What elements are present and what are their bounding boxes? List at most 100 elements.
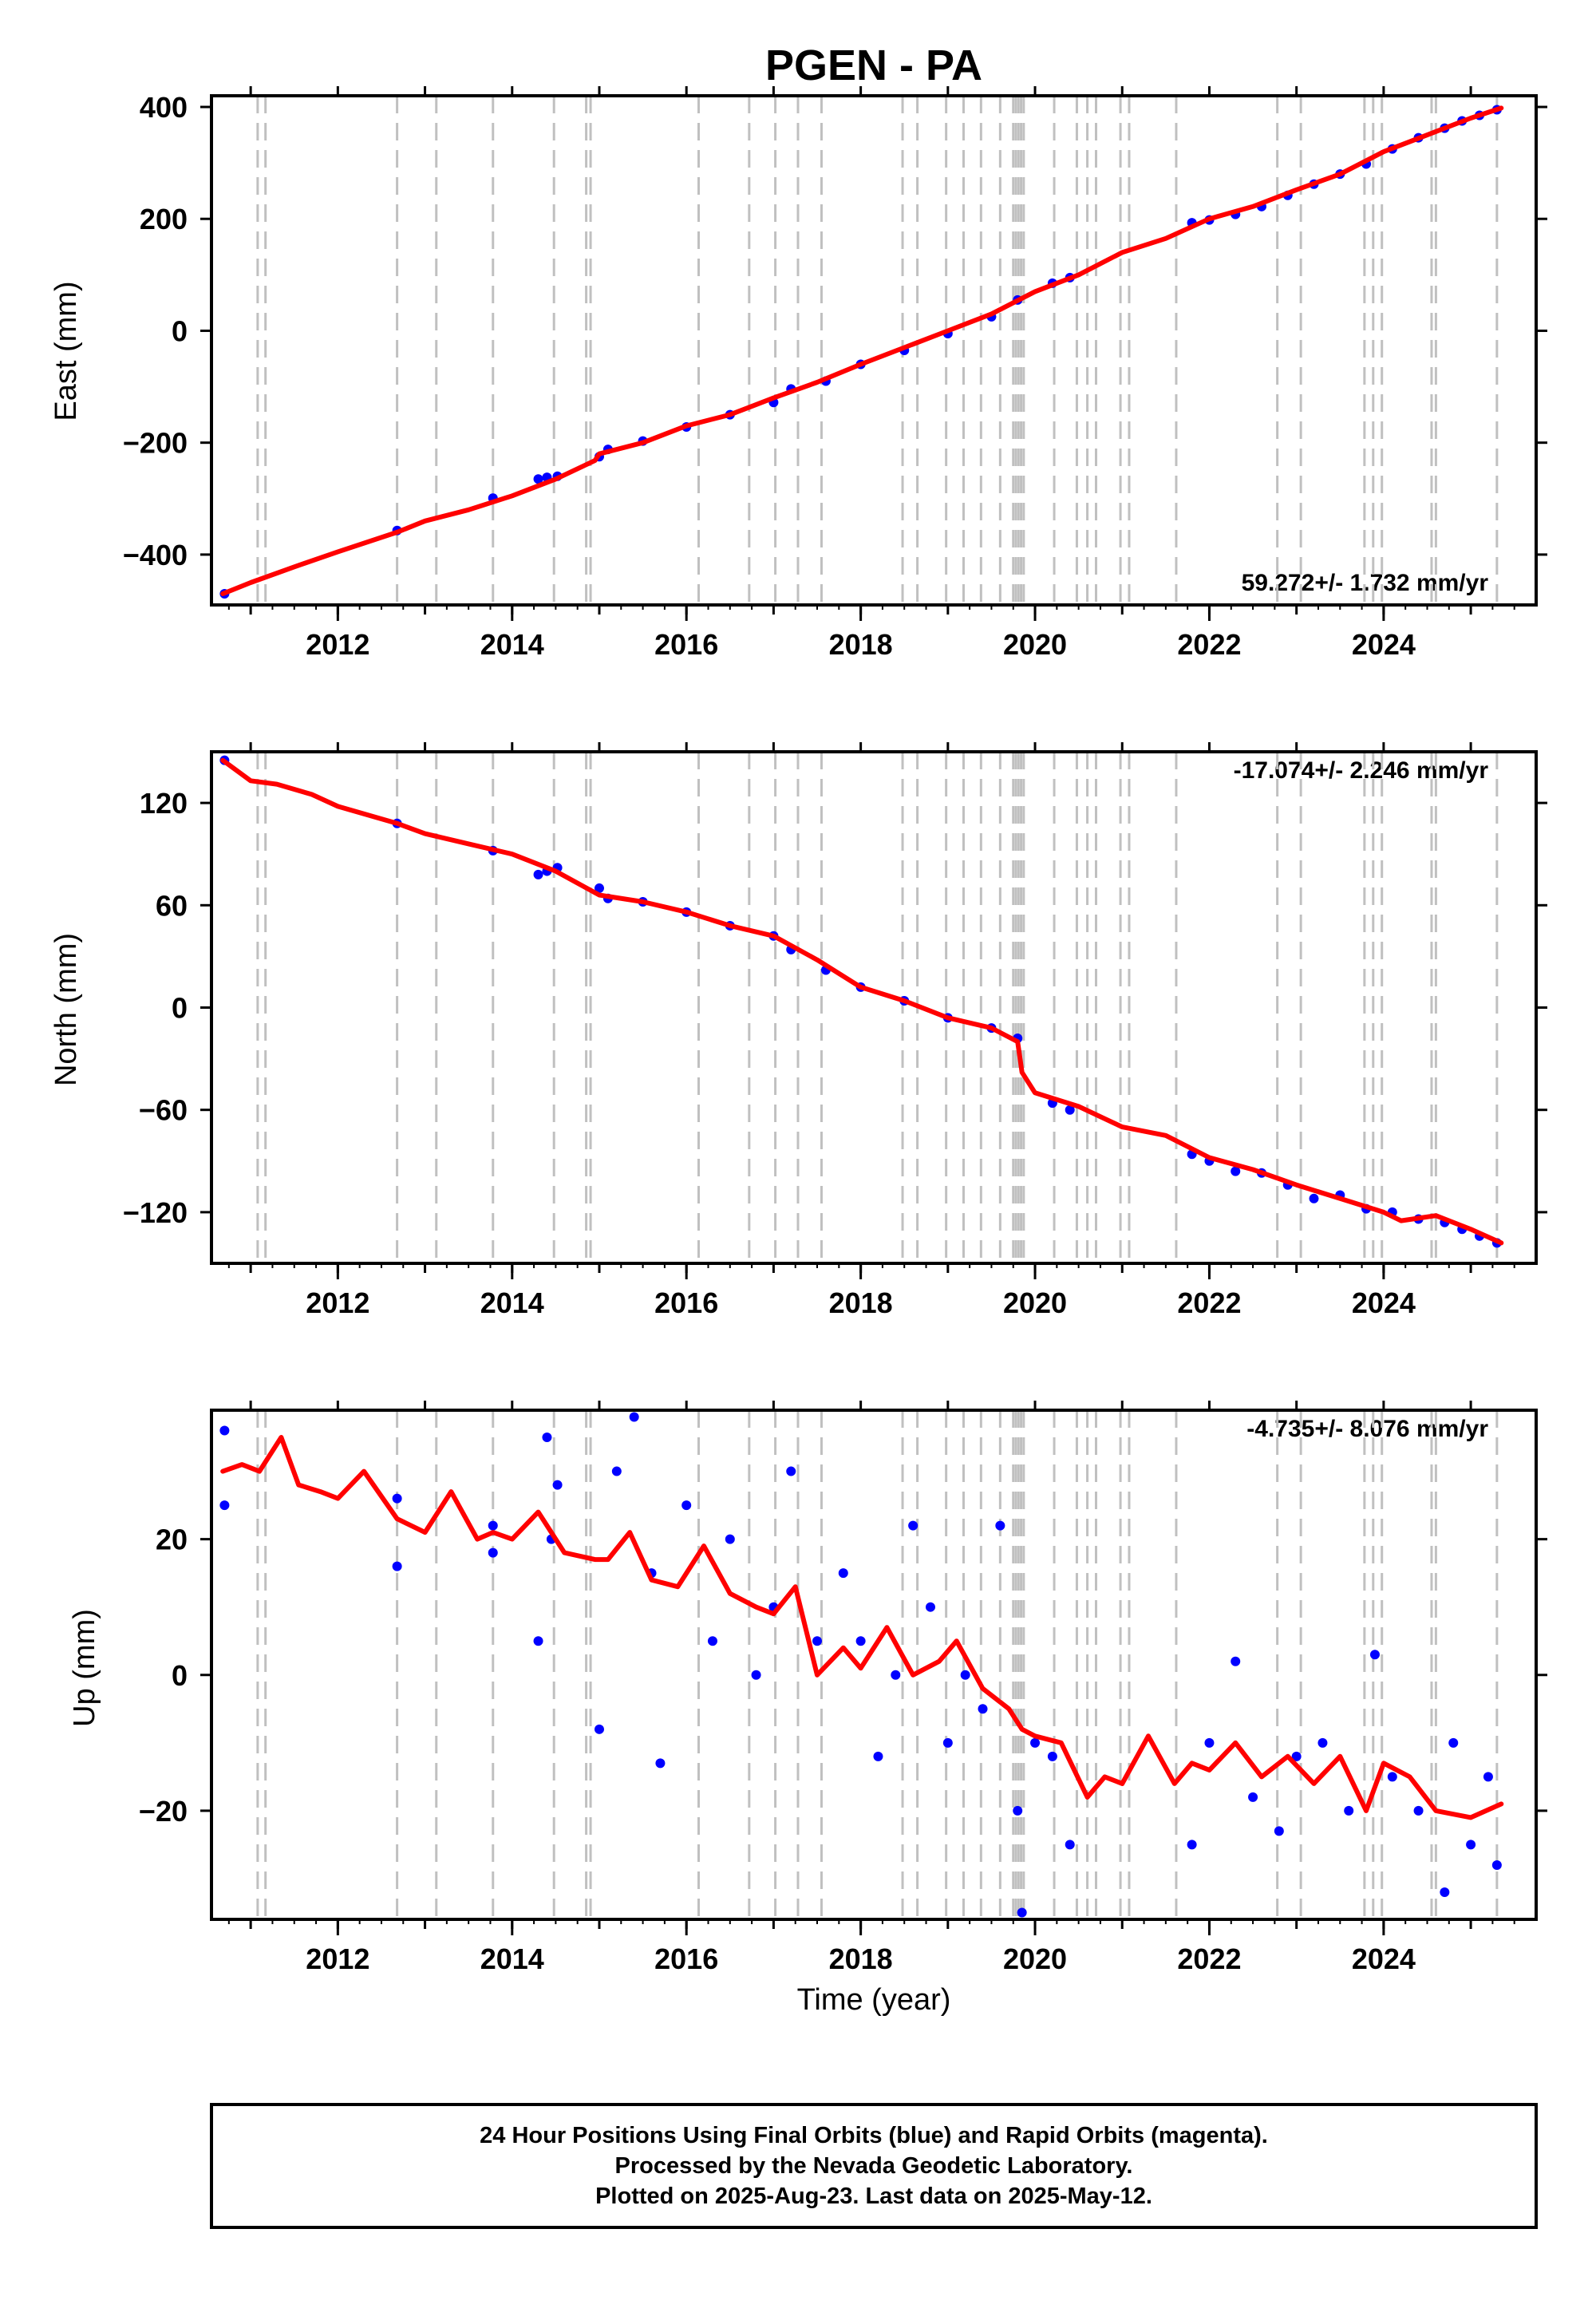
east-x-tick-label: 2022 bbox=[1177, 628, 1241, 661]
up-data-point bbox=[1413, 1805, 1424, 1816]
east-y-tick-label: 200 bbox=[140, 203, 188, 235]
up-data-point bbox=[392, 1561, 402, 1571]
north-data-point bbox=[594, 883, 604, 893]
east-y-axis-label: East (mm) bbox=[49, 281, 83, 421]
up-x-tick-label: 2016 bbox=[654, 1943, 718, 1975]
up-data-point bbox=[873, 1751, 883, 1761]
north-data-point bbox=[1309, 1193, 1319, 1203]
north-data-point bbox=[1231, 1166, 1241, 1176]
up-data-point bbox=[1491, 1860, 1502, 1870]
up-data-point bbox=[594, 1724, 604, 1734]
north-x-tick-label: 2018 bbox=[829, 1286, 893, 1319]
x-axis-label: Time (year) bbox=[797, 1983, 951, 2017]
east-x-tick-label: 2012 bbox=[306, 628, 369, 661]
up-x-tick-label: 2014 bbox=[480, 1943, 544, 1975]
east-x-tick-label: 2024 bbox=[1352, 628, 1416, 661]
up-data-point bbox=[1274, 1826, 1284, 1836]
up-x-tick-label: 2024 bbox=[1352, 1943, 1416, 1975]
up-y-axis-label: Up (mm) bbox=[68, 1609, 101, 1727]
north-plot-area: 120 60 0 −60 −120 2012 2014 2016 2018 2020 2022 202… bbox=[123, 742, 1547, 1319]
up-data-point bbox=[1030, 1737, 1041, 1748]
north-x-tick-label: 2016 bbox=[654, 1286, 718, 1319]
up-data-point bbox=[751, 1670, 761, 1680]
up-data-point bbox=[855, 1636, 866, 1646]
up-data-point bbox=[1448, 1737, 1459, 1748]
north-x-tick-label: 2012 bbox=[306, 1286, 369, 1319]
up-data-point bbox=[925, 1602, 935, 1612]
up-data-point bbox=[1065, 1840, 1075, 1850]
up-data-point bbox=[838, 1568, 848, 1579]
up-data-point bbox=[1204, 1737, 1215, 1748]
up-x-tick-label: 2022 bbox=[1177, 1943, 1241, 1975]
north-x-tick-label: 2022 bbox=[1177, 1286, 1241, 1319]
north-x-tick-label: 2014 bbox=[480, 1286, 544, 1319]
east-data-point bbox=[533, 474, 543, 484]
north-y-tick-label: −60 bbox=[139, 1094, 188, 1127]
up-data-point bbox=[488, 1547, 498, 1558]
up-data-point bbox=[1466, 1840, 1476, 1850]
footer-line-3: Plotted on 2025-Aug-23. Last data on 202… bbox=[595, 2184, 1152, 2209]
north-data-point bbox=[533, 869, 543, 879]
north-model-line bbox=[220, 757, 1504, 1246]
up-axes-frame bbox=[210, 1409, 1538, 1921]
up-data-point bbox=[1369, 1650, 1380, 1660]
up-data-point bbox=[533, 1636, 543, 1646]
north-y-axis-label: North (mm) bbox=[49, 933, 83, 1086]
north-x-tick-label: 2020 bbox=[1003, 1286, 1067, 1319]
up-data-point bbox=[978, 1704, 988, 1714]
up-data-point bbox=[681, 1500, 692, 1511]
up-data-point bbox=[542, 1433, 552, 1443]
north-y-tick-label: −120 bbox=[123, 1196, 188, 1229]
up-data-point bbox=[1483, 1772, 1493, 1782]
up-data-point bbox=[611, 1466, 622, 1476]
east-axes-frame bbox=[210, 94, 1538, 607]
up-data-point bbox=[1047, 1751, 1057, 1761]
up-data-point bbox=[725, 1534, 735, 1544]
up-data-point bbox=[995, 1520, 1005, 1531]
up-plot-area: 20 0 −20 2012 2014 2016 2018 2020 2022 2024 bbox=[139, 1401, 1547, 1975]
up-x-tick-label: 2012 bbox=[306, 1943, 369, 1975]
east-x-tick-label: 2018 bbox=[829, 628, 893, 661]
up-data-point bbox=[219, 1425, 230, 1436]
up-y-tick-label: −20 bbox=[139, 1795, 188, 1828]
up-data-point bbox=[908, 1520, 918, 1531]
up-data-point bbox=[392, 1493, 402, 1504]
footer-border bbox=[210, 2103, 1538, 2229]
up-data-point bbox=[1440, 1887, 1450, 1897]
east-y-tick-label: −400 bbox=[123, 539, 188, 571]
east-y-tick-label: 0 bbox=[172, 314, 188, 347]
up-data-point bbox=[1387, 1772, 1397, 1782]
up-y-tick-label: 20 bbox=[156, 1524, 188, 1556]
up-data-point bbox=[786, 1466, 796, 1476]
up-data-point bbox=[942, 1737, 953, 1748]
up-data-point bbox=[629, 1412, 639, 1422]
up-data-point bbox=[219, 1500, 230, 1511]
up-x-tick-label: 2020 bbox=[1003, 1943, 1067, 1975]
up-model-line bbox=[220, 1435, 1504, 1820]
north-data-point bbox=[1065, 1105, 1075, 1115]
north-panel: North (mm) -17.074+/- 2.246 mm/yr bbox=[49, 757, 1488, 1086]
east-x-tick-label: 2014 bbox=[480, 628, 544, 661]
up-data-point bbox=[488, 1520, 498, 1531]
east-x-tick-label: 2020 bbox=[1003, 628, 1067, 661]
up-data-point bbox=[1317, 1737, 1328, 1748]
east-y-tick-label: 400 bbox=[140, 91, 188, 124]
up-panel: Up (mm) -4.735+/- 8.076 mm/yr bbox=[68, 1416, 1488, 1727]
east-model-line bbox=[220, 105, 1504, 596]
north-y-tick-label: 120 bbox=[140, 787, 188, 820]
up-y-tick-label: 0 bbox=[172, 1659, 188, 1692]
north-velocity-label: -17.074+/- 2.246 mm/yr bbox=[1234, 757, 1489, 784]
east-y-tick-label: −200 bbox=[123, 427, 188, 460]
up-data-point bbox=[1344, 1805, 1354, 1816]
north-y-tick-label: 0 bbox=[172, 992, 188, 1025]
up-data-point bbox=[1231, 1656, 1241, 1666]
east-plot-area: 400 200 0 −200 −400 2012 2014 2016 2018 2020 2022 2… bbox=[123, 86, 1547, 661]
footer-line-2: Processed by the Nevada Geodetic Laborat… bbox=[615, 2153, 1133, 2179]
up-velocity-label: -4.735+/- 8.076 mm/yr bbox=[1246, 1416, 1488, 1442]
up-data-point bbox=[812, 1636, 823, 1646]
east-x-tick-label: 2016 bbox=[654, 628, 718, 661]
footer-line-1: 24 Hour Positions Using Final Orbits (bl… bbox=[480, 2123, 1268, 2148]
up-data-point bbox=[1248, 1792, 1258, 1802]
up-data-point bbox=[655, 1758, 666, 1769]
